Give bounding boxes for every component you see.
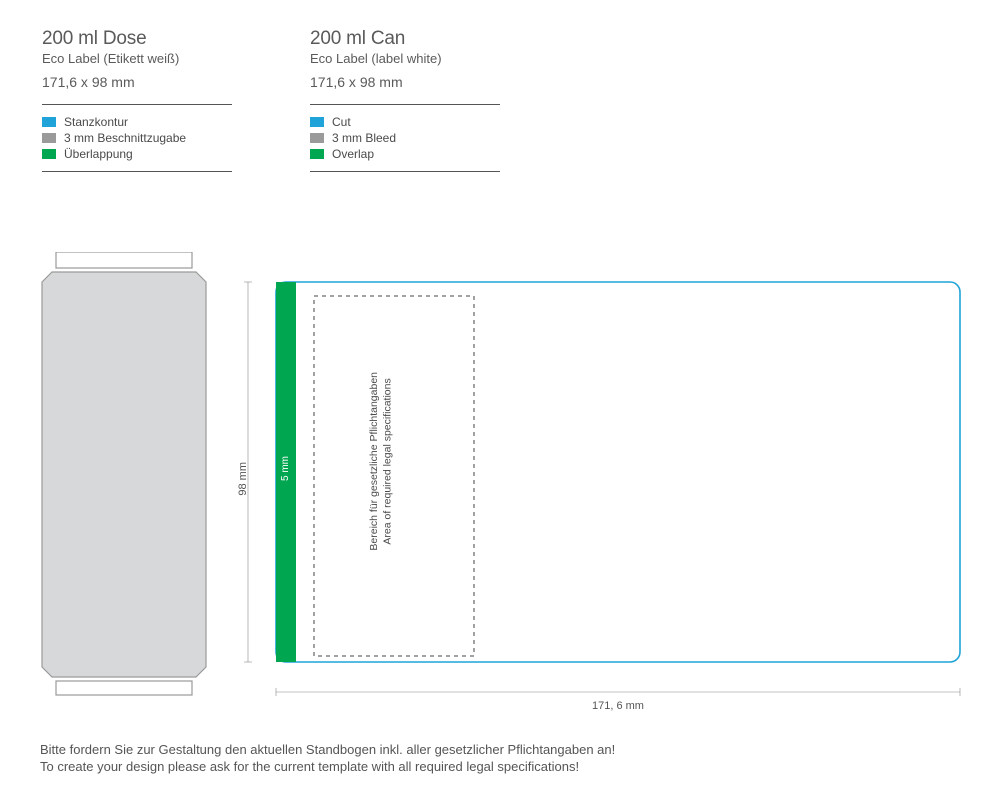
- legend-bleed-en: 3 mm Bleed: [310, 131, 500, 145]
- legend-overlap-en: Overlap: [310, 147, 500, 161]
- swatch-overlap-icon: [310, 149, 324, 159]
- divider: [310, 104, 500, 105]
- subtitle-de: Eco Label (Etikett weiß): [42, 51, 232, 66]
- subtitle-en: Eco Label (label white): [310, 51, 500, 66]
- header-block-en: 200 ml Can Eco Label (label white) 171,6…: [310, 28, 500, 172]
- title-en: 200 ml Can: [310, 28, 500, 50]
- legal-text-de: Bereich für gesetzliche Pflichtangaben: [368, 372, 380, 551]
- legend-bleed-de: 3 mm Beschnittzugabe: [42, 131, 232, 145]
- legend-overlap-label-de: Überlappung: [64, 147, 133, 161]
- legend-cut-en: Cut: [310, 115, 500, 129]
- dim-height-label: 98 mm: [237, 462, 249, 496]
- legend-cut-de: Stanzkontur: [42, 115, 232, 129]
- swatch-cut-icon: [310, 117, 324, 127]
- swatch-cut-icon: [42, 117, 56, 127]
- legal-text-block: Bereich für gesetzliche Pflichtangaben A…: [368, 372, 395, 592]
- legend-cut-label-de: Stanzkontur: [64, 115, 128, 129]
- footer-note: Bitte fordern Sie zur Gestaltung den akt…: [40, 741, 615, 776]
- dim-width-label: 171, 6 mm: [592, 700, 644, 712]
- legend-overlap-label-en: Overlap: [332, 147, 374, 161]
- header-blocks: 200 ml Dose Eco Label (Etikett weiß) 171…: [0, 0, 1000, 172]
- footer-de: Bitte fordern Sie zur Gestaltung den akt…: [40, 742, 615, 757]
- title-de: 200 ml Dose: [42, 28, 232, 50]
- legal-text-en: Area of required legal specifications: [382, 378, 394, 544]
- legend-cut-label-en: Cut: [332, 115, 351, 129]
- header-block-de: 200 ml Dose Eco Label (Etikett weiß) 171…: [42, 28, 232, 172]
- overlap-width-text: 5 mm: [279, 456, 292, 481]
- swatch-overlap-icon: [42, 149, 56, 159]
- legend-bleed-label-de: 3 mm Beschnittzugabe: [64, 131, 186, 145]
- swatch-bleed-icon: [310, 133, 324, 143]
- dims-en: 171,6 x 98 mm: [310, 74, 500, 90]
- technical-drawing: [24, 252, 976, 722]
- footer-en: To create your design please ask for the…: [40, 759, 579, 774]
- legend-overlap-de: Überlappung: [42, 147, 232, 161]
- dims-de: 171,6 x 98 mm: [42, 74, 232, 90]
- swatch-bleed-icon: [42, 133, 56, 143]
- divider: [42, 171, 232, 172]
- divider: [42, 104, 232, 105]
- divider: [310, 171, 500, 172]
- drawing-area: 98 mm 171, 6 mm 5 mm Bereich für gesetzl…: [24, 252, 976, 722]
- legend-bleed-label-en: 3 mm Bleed: [332, 131, 396, 145]
